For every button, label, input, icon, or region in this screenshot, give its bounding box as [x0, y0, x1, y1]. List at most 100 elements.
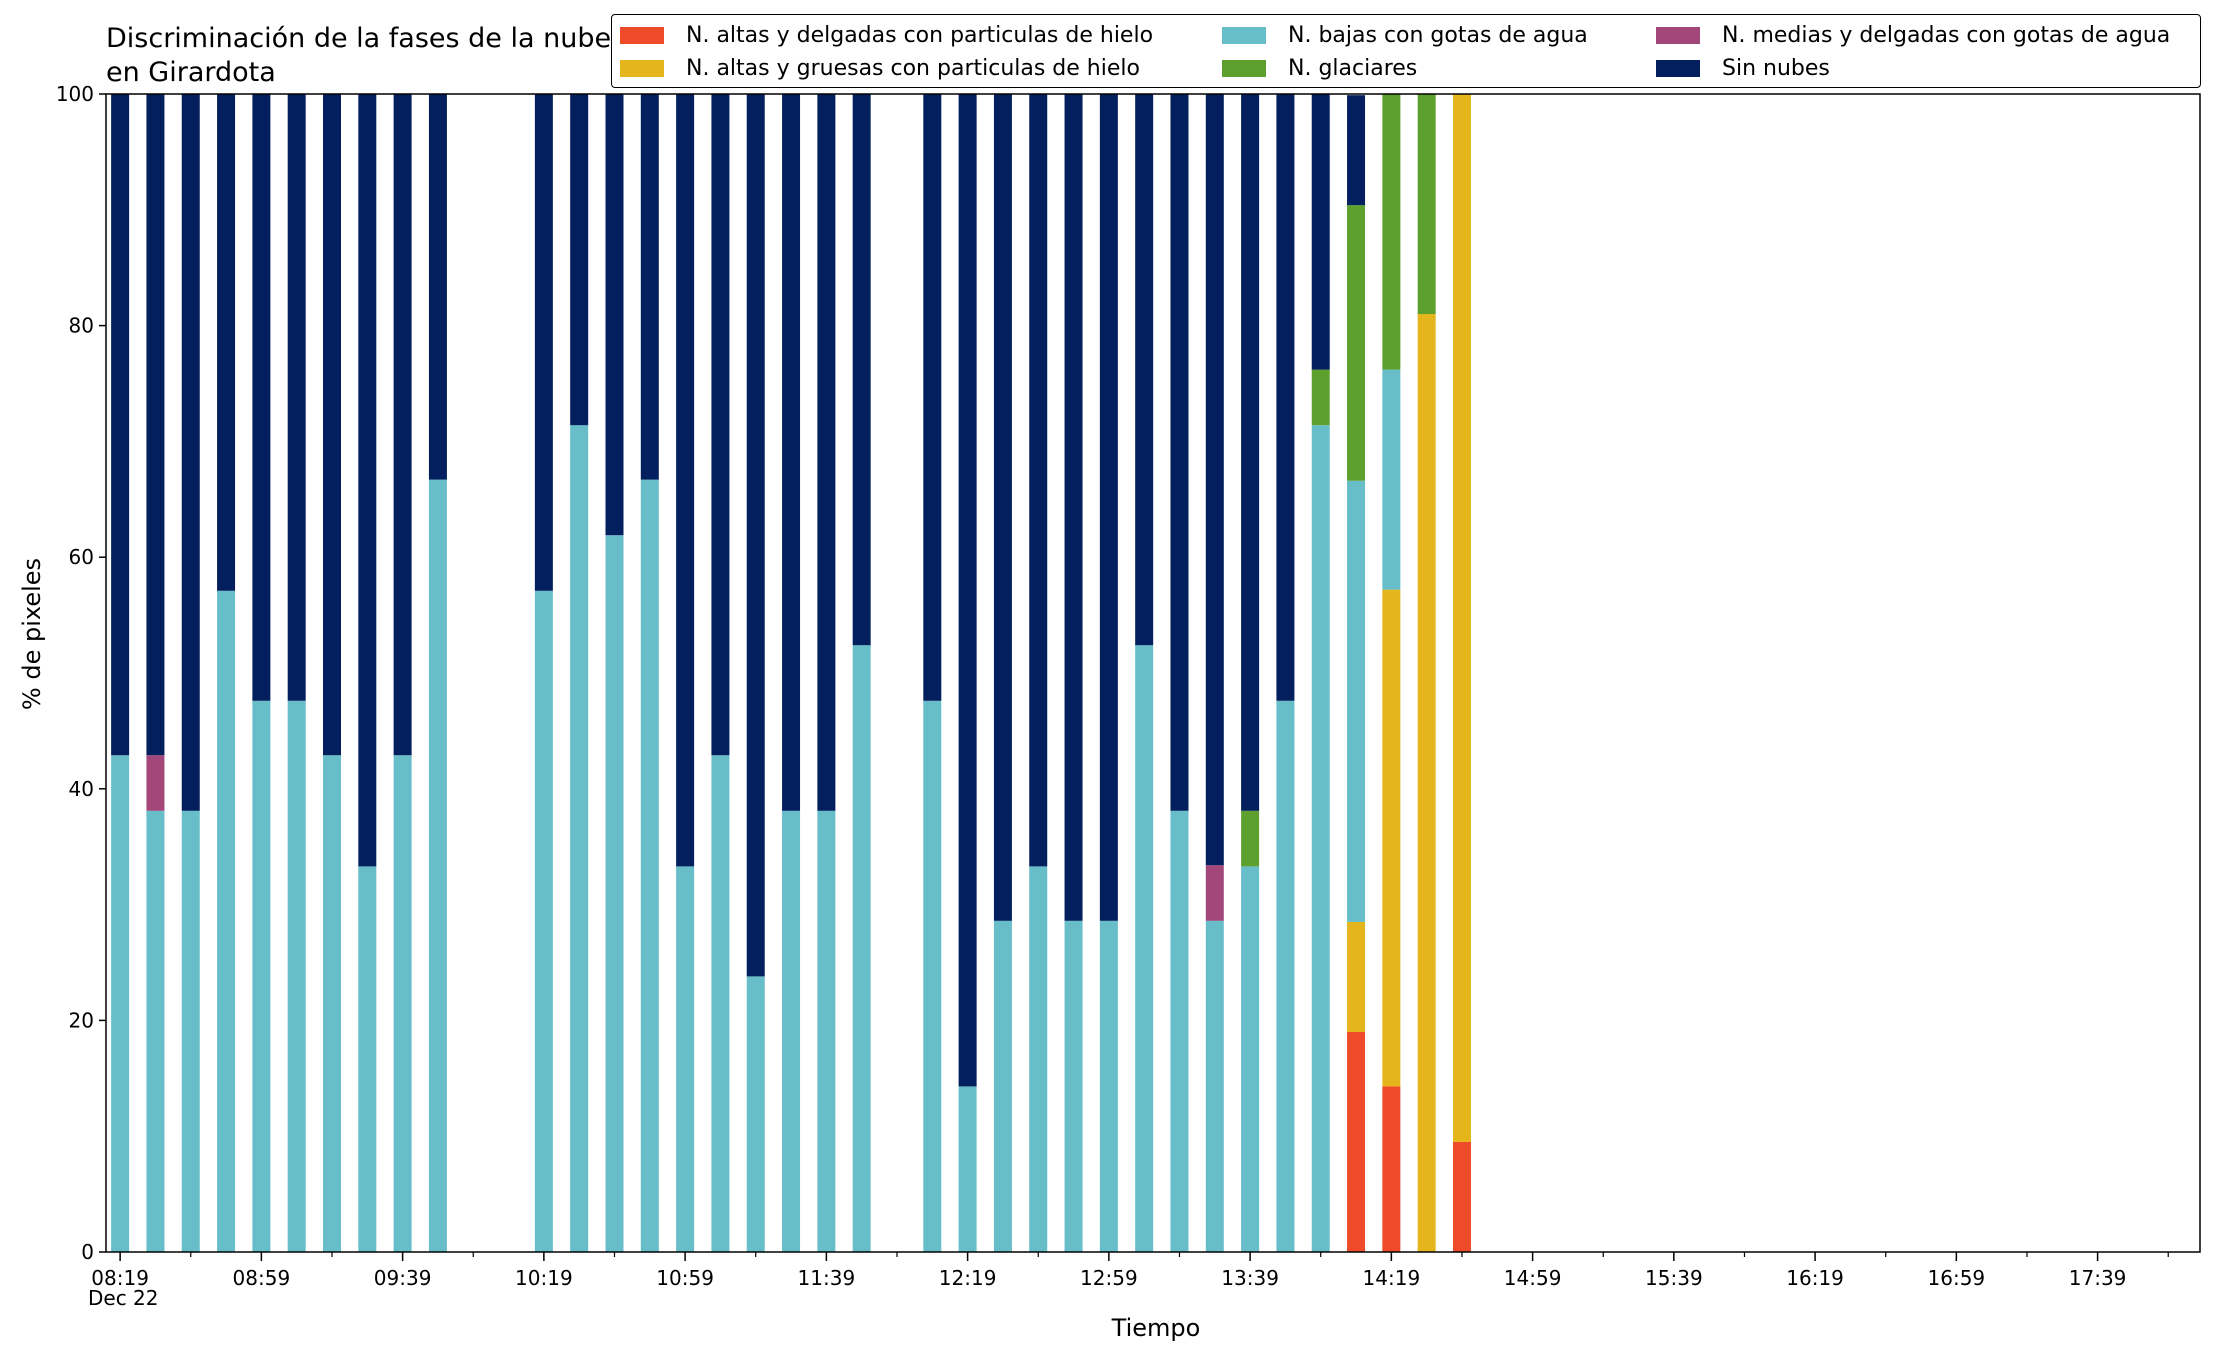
bar-segment [393, 755, 412, 1252]
x-tick-label: 13:39 [1221, 1266, 1279, 1290]
bar-segment [217, 590, 236, 1252]
bar-segment [711, 755, 730, 1252]
plot-frame [105, 93, 2201, 1253]
x-tick-label: 10:19 [515, 1266, 573, 1290]
bar-segment [817, 810, 836, 1252]
bar-segment [1382, 94, 1401, 370]
bar-segment [1135, 645, 1154, 1252]
bar-segment [1170, 810, 1189, 1252]
bar-segment [287, 700, 306, 1252]
bar-segment [534, 590, 553, 1252]
bar-segment [1347, 921, 1366, 1032]
bar-segment [322, 755, 341, 1252]
y-tick-label: 100 [56, 82, 94, 106]
legend-label: Sin nubes [1722, 55, 1830, 81]
bar-segment [817, 94, 836, 811]
bar-segment [923, 94, 942, 701]
bar-segment [1029, 866, 1048, 1252]
bar-segment [958, 94, 977, 1087]
bar-segment [322, 94, 341, 756]
bar-segment [1170, 94, 1189, 811]
bar-segment [1417, 94, 1436, 315]
legend-label: N. bajas con gotas de agua [1288, 22, 1588, 48]
legend: N. altas y delgadas con particulas de hi… [611, 14, 2201, 88]
bar-segment [146, 94, 165, 756]
bar-segment [393, 94, 412, 756]
bar-segment [1311, 425, 1330, 1252]
bar-segment [1241, 866, 1260, 1252]
bar-segment [1347, 480, 1366, 922]
y-tick-label: 80 [69, 314, 94, 338]
bar-segment [1099, 920, 1118, 1252]
bar-segment [570, 425, 589, 1252]
x-tick-label: 10:59 [656, 1266, 714, 1290]
chart-title: Discriminación de la fases de la nube en… [106, 23, 612, 88]
x-tick-label: 17:39 [2069, 1266, 2127, 1290]
bar-segment [782, 94, 801, 811]
x-tick-label: 14:59 [1504, 1266, 1562, 1290]
bar-segment [711, 94, 730, 756]
x-tick-label: 14:19 [1363, 1266, 1421, 1290]
bar-segment [993, 94, 1012, 921]
bar-segment [1311, 94, 1330, 370]
y-axis-label: % de pixeles [18, 557, 46, 711]
legend-swatch [1656, 59, 1700, 77]
legend-item-glaciares: N. glaciares [1222, 53, 1417, 83]
bar-segment [534, 94, 553, 591]
legend-swatch [620, 26, 664, 44]
bar-segment [1311, 369, 1330, 426]
bar-segment [852, 645, 871, 1252]
bar-segment [181, 810, 200, 1252]
legend-item-altas-delgadas: N. altas y delgadas con particulas de hi… [620, 20, 1153, 50]
bar-segment [252, 700, 271, 1252]
legend-item-medias-delgadas: N. medias y delgadas con gotas de agua [1656, 20, 2170, 50]
x-tick-label: 16:59 [1928, 1266, 1986, 1290]
bar-segment [1241, 810, 1260, 867]
legend-item-bajas: N. bajas con gotas de agua [1222, 20, 1588, 50]
bar-segment [746, 94, 765, 977]
bar-segment [252, 94, 271, 701]
bar-segment [923, 700, 942, 1252]
bar-segment [640, 94, 659, 480]
bar-segment [993, 920, 1012, 1252]
bar-segment [570, 94, 589, 426]
bar-segment [1276, 700, 1295, 1252]
bar-segment [1064, 920, 1083, 1252]
legend-label: N. medias y delgadas con gotas de agua [1722, 22, 2171, 48]
bar-segment [1347, 205, 1366, 481]
bar-segment [1347, 95, 1366, 206]
bar-segment [1382, 589, 1401, 1087]
legend-label: N. altas y delgadas con particulas de hi… [686, 22, 1154, 48]
bar-segment [1205, 920, 1224, 1252]
x-tick-label: 08:59 [233, 1266, 291, 1290]
bar-segment [958, 1086, 977, 1252]
legend-swatch [1656, 26, 1700, 44]
bar-segment [146, 810, 165, 1252]
x-tick-label: 08:19 [91, 1266, 149, 1290]
bar-segment [746, 976, 765, 1252]
bar-segment [1382, 369, 1401, 590]
x-tick-label: 12:59 [1080, 1266, 1138, 1290]
bar-segment [605, 94, 624, 536]
legend-item-sin-nubes: Sin nubes [1656, 53, 1830, 83]
x-axis-label: Tiempo [1111, 1314, 1201, 1342]
bar-segment [782, 810, 801, 1252]
bar-segment [1241, 94, 1260, 811]
bar-segment [1205, 865, 1224, 921]
bar-segment [1029, 94, 1048, 867]
legend-label: N. altas y gruesas con particulas de hie… [686, 55, 1140, 81]
legend-item-altas-gruesas: N. altas y gruesas con particulas de hie… [620, 53, 1140, 83]
bar-segment [358, 94, 377, 867]
x-tick-label: 15:39 [1645, 1266, 1703, 1290]
x-tick-label: 11:39 [798, 1266, 856, 1290]
bar-segment [217, 94, 236, 591]
y-tick-label: 40 [69, 777, 94, 801]
bar-segment [1099, 94, 1118, 921]
bar-segment [605, 535, 624, 1252]
bar-segment [111, 94, 130, 756]
bar-segment [1452, 94, 1471, 1142]
y-tick-label: 20 [69, 1008, 94, 1032]
x-tick-label: 12:19 [939, 1266, 997, 1290]
